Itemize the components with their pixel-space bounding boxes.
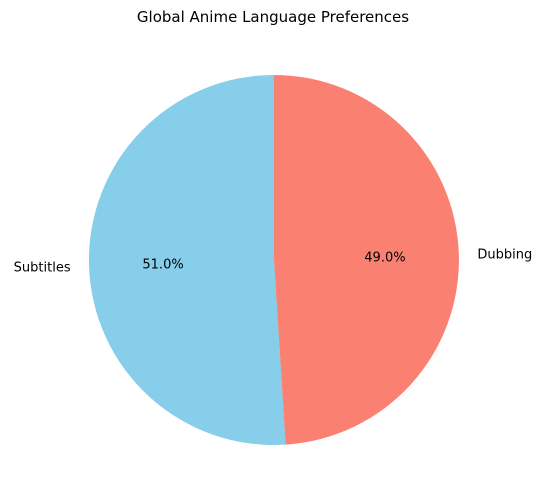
pie-slice-subtitles: [88, 74, 286, 445]
percent-label-subtitles: 51.0%: [142, 257, 183, 272]
percent-label-dubbing: 49.0%: [364, 251, 405, 266]
slice-label-dubbing: Dubbing: [477, 248, 532, 263]
pie-slice-dubbing: [274, 75, 459, 445]
pie-slices: [88, 74, 459, 445]
pie-labels: Subtitles 51.0% Dubbing 49.0%: [14, 248, 533, 276]
chart-title: Global Anime Language Preferences: [137, 8, 409, 26]
slice-label-subtitles: Subtitles: [14, 260, 71, 275]
